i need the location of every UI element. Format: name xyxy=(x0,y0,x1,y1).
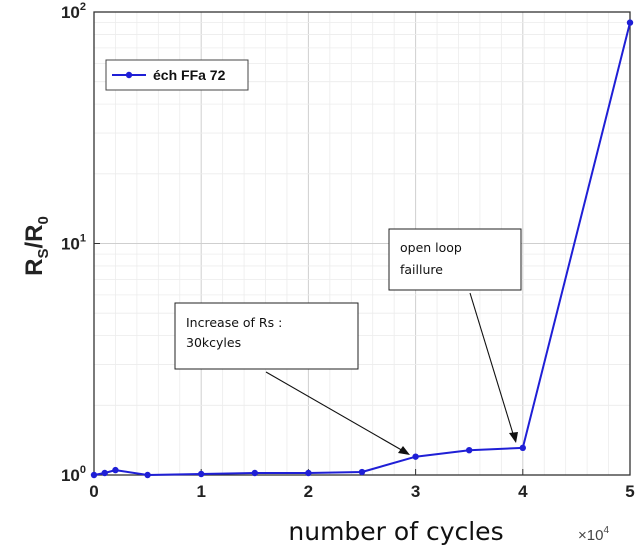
annotation-increase: Increase of Rs : 30kcyles xyxy=(174,302,410,455)
y-tick-label: 102 xyxy=(61,1,86,22)
axis-ticks: 0 1 2 3 4 5 100 101 102 xyxy=(61,1,635,501)
annotation-text-line2: faillure xyxy=(400,262,443,277)
annotation-arrowhead xyxy=(509,432,518,443)
legend-swatch-marker xyxy=(125,71,133,79)
annotation-box xyxy=(388,228,522,291)
annotation-text-line1: Increase of Rs : xyxy=(186,315,282,330)
data-point xyxy=(251,469,258,477)
data-point xyxy=(626,19,634,26)
data-point xyxy=(144,471,151,479)
y-tick-label: 101 xyxy=(61,233,86,254)
x-tick-label: 5 xyxy=(625,482,634,501)
data-point xyxy=(90,471,98,479)
annotation-text-line1: open loop xyxy=(400,240,462,255)
x-tick-label: 0 xyxy=(89,482,98,501)
data-point xyxy=(112,466,119,474)
data-point xyxy=(101,469,108,477)
legend: éch FFa 72 xyxy=(105,59,249,91)
data-point xyxy=(198,470,205,478)
y-tick-label: 100 xyxy=(61,464,86,485)
data-point xyxy=(466,446,473,454)
legend-entry: éch FFa 72 xyxy=(153,67,226,83)
x-axis-label: number of cycles xyxy=(288,517,503,546)
annotation-arrowhead xyxy=(398,446,410,455)
annotation-open-loop: open loop faillure xyxy=(388,228,522,443)
annotation-arrow xyxy=(265,371,406,453)
x-tick-label: 1 xyxy=(196,482,205,501)
data-point xyxy=(358,468,366,476)
x-tick-label: 2 xyxy=(304,482,313,501)
y-axis-label: RS/R0 xyxy=(21,216,52,276)
annotation-box xyxy=(174,302,359,370)
series xyxy=(90,19,634,479)
x-tick-label: 3 xyxy=(411,482,420,501)
x-axis-multiplier: ×104 xyxy=(578,525,609,544)
data-point xyxy=(412,453,419,460)
annotation-arrow xyxy=(469,292,515,438)
x-tick-label: 4 xyxy=(518,482,528,501)
annotation-text-line2: 30kcyles xyxy=(186,335,241,350)
data-point xyxy=(519,444,526,452)
data-point xyxy=(305,469,312,477)
